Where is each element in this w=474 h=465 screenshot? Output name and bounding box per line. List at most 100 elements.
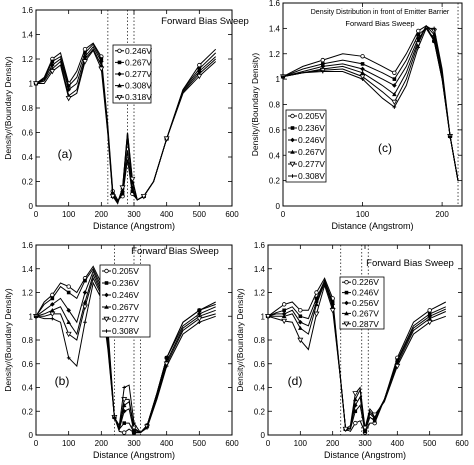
legend-marker (344, 280, 349, 285)
data-point (82, 290, 88, 295)
data-point (49, 311, 56, 317)
panel-label: (a) (58, 147, 73, 161)
legend-entry: 0.236V (298, 123, 325, 133)
y-tick-label: 0 (276, 202, 281, 211)
data-point (391, 99, 398, 106)
data-point (82, 304, 88, 310)
legend-marker (344, 300, 349, 306)
data-point (83, 320, 87, 324)
x-tick-label: 200 (435, 210, 449, 219)
x-tick-label: 200 (326, 439, 340, 448)
data-point (360, 66, 365, 72)
data-point (431, 36, 437, 41)
data-point (196, 316, 203, 322)
x-tick-label: 600 (225, 439, 239, 448)
legend-marker (104, 329, 109, 333)
series-line-0.277V (36, 276, 216, 434)
data-point (66, 284, 71, 289)
chart-title: Forward Bias Sweep (161, 16, 249, 27)
data-point (145, 426, 149, 430)
y-axis-label: Density/(Boundary Density) (235, 288, 245, 392)
data-point (320, 69, 325, 74)
y-tick-label: 0.8 (22, 104, 34, 113)
chart-title: Density Distribution in front of Emitter… (311, 9, 450, 16)
data-point (329, 308, 336, 314)
plot-frame (267, 244, 463, 436)
chart-panel-3: 0 0.2 0.4 0.6 0.8 1 1.2 1.4 1.6 0 100 200 300 400 500 6… (3, 241, 239, 460)
series-line-0.308V (282, 27, 459, 181)
data-point (98, 66, 105, 72)
x-tick-label: 500 (193, 210, 207, 219)
y-tick-label: 0.6 (22, 360, 34, 369)
data-point (394, 363, 401, 370)
data-point (197, 62, 202, 68)
x-tick-label: 100 (356, 210, 370, 219)
legend-entry: 0.308V (298, 171, 325, 181)
panel-label: (b) (55, 374, 70, 388)
data-point (314, 296, 319, 301)
data-point (83, 278, 87, 283)
data-point (360, 77, 365, 81)
data-point (432, 26, 436, 31)
data-point (132, 421, 136, 425)
data-point (164, 364, 169, 368)
data-point (50, 308, 55, 313)
y-tick-label: 1 (276, 75, 281, 84)
legend: 0.205V 0.236V 0.246V 0.267V 0.277V 0.308V (99, 264, 151, 338)
x-tick-label: 600 (225, 210, 239, 219)
series-line-0.236V (282, 27, 459, 181)
legend-marker (290, 126, 295, 130)
data-point (197, 311, 202, 317)
legend-entry: 0.267V (125, 57, 152, 67)
x-axis-label: Distance (Angstrom) (93, 221, 175, 231)
data-point (265, 314, 271, 320)
data-point (320, 57, 325, 63)
y-tick-label: 1.4 (22, 265, 34, 274)
data-point (353, 409, 358, 414)
legend-entry: 0.277V (125, 69, 152, 79)
legend-marker (104, 268, 109, 274)
y-tick-label: 1 (261, 312, 266, 321)
data-point (34, 314, 38, 319)
x-tick-label: 400 (160, 439, 174, 448)
legend-marker (104, 292, 109, 298)
data-point (197, 68, 202, 74)
data-point (427, 313, 432, 319)
x-tick-label: 400 (160, 210, 174, 219)
legend-marker (343, 321, 350, 327)
data-point (360, 62, 365, 66)
y-tick-label: 0.2 (269, 177, 281, 186)
legend-marker (290, 137, 295, 143)
legend-marker (104, 304, 109, 309)
y-tick-label: 0.8 (254, 336, 266, 345)
data-point (122, 385, 126, 390)
legend-entry: 0.246V (352, 288, 379, 298)
data-point (131, 425, 137, 431)
data-point (66, 84, 71, 88)
data-point (392, 77, 397, 81)
data-point (50, 296, 55, 301)
y-axis-label: Density/(Boundary Density) (3, 56, 13, 160)
legend-marker (117, 48, 122, 53)
y-axis-label: Density/(Boundary Density) (250, 53, 260, 157)
data-point (281, 318, 288, 325)
x-tick-label: 0 (34, 210, 39, 219)
legend: 0.205V 0.236V 0.246V 0.267V 0.277V 0.308V (285, 109, 327, 183)
data-point (281, 302, 287, 307)
data-point (197, 308, 202, 313)
legend-marker (290, 149, 295, 154)
legend-box (285, 109, 327, 183)
legend-entry: 0.277V (112, 314, 139, 324)
legend-marker (344, 311, 349, 316)
data-point (140, 193, 147, 200)
legend-marker (104, 281, 109, 285)
data-point (448, 134, 452, 139)
legend-entry: 0.246V (125, 46, 152, 56)
data-point (313, 311, 320, 317)
y-tick-label: 0.4 (22, 384, 34, 393)
data-point (99, 57, 104, 61)
chart-panel-1: 0 0.2 0.4 0.6 0.8 1 1.2 1.4 1.6 0 100 200 300 400 500 6… (3, 6, 249, 231)
data-point (282, 308, 286, 313)
legend-entry: 0.277V (298, 159, 325, 169)
y-tick-label: 1.2 (254, 289, 266, 298)
